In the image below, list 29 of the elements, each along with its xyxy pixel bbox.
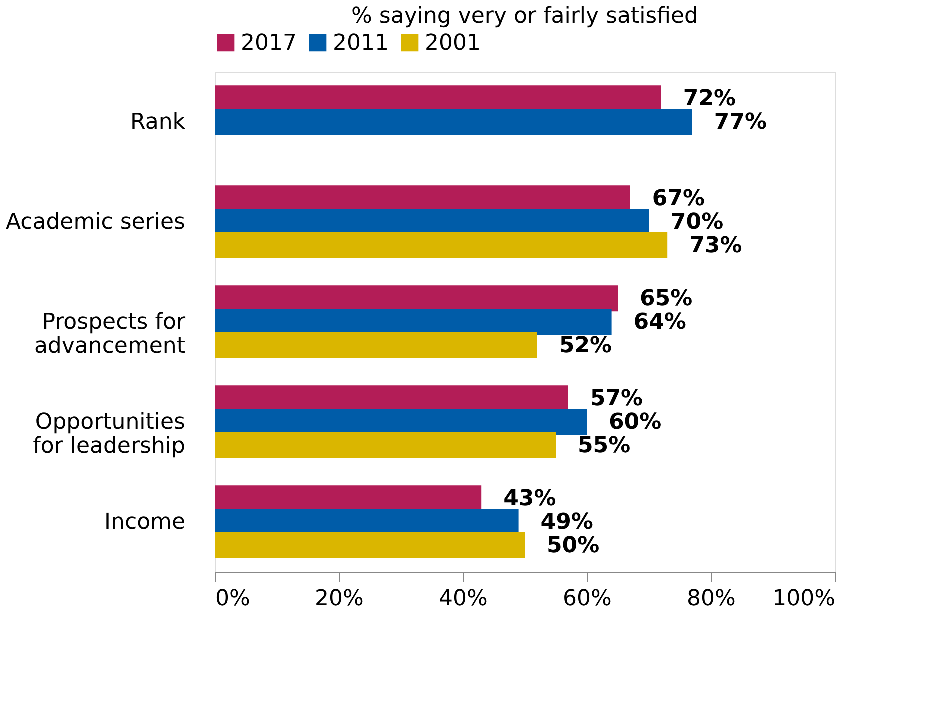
x-tick-label: 20%	[315, 586, 364, 612]
x-tick-label: 60%	[563, 586, 612, 612]
y-tick-label: Income	[104, 510, 186, 535]
data-label: 72%	[683, 86, 736, 112]
data-label: 77%	[714, 110, 768, 135]
chart-title: % saying very or fairly satisfied	[352, 4, 698, 29]
y-tick-label: Academic series	[6, 210, 186, 235]
legend-label: 2017	[241, 31, 297, 56]
x-tick-label: 100%	[772, 586, 836, 612]
data-label: 55%	[578, 433, 631, 458]
data-label: 64%	[634, 310, 686, 335]
data-label: 57%	[590, 386, 644, 412]
x-tick-label: 40%	[439, 586, 488, 612]
y-tick-label: Rank	[130, 110, 186, 135]
data-label: 60%	[609, 410, 662, 435]
y-tick-label: Opportunities for leadership	[33, 410, 186, 459]
data-label: 65%	[640, 286, 693, 312]
data-label: 52%	[559, 333, 612, 358]
data-label: 73%	[690, 233, 742, 258]
x-tick-label: 0%	[216, 586, 250, 612]
data-label: 67%	[652, 186, 706, 212]
data-label: 50%	[547, 533, 600, 558]
x-tick-label: 80%	[687, 586, 736, 612]
data-label: 49%	[540, 510, 594, 535]
data-label: 70%	[671, 210, 724, 235]
legend-label: 2001	[425, 31, 481, 56]
y-tick-label: Prospects for advancement	[34, 310, 186, 359]
data-label: 43%	[504, 486, 556, 512]
legend-label: 2011	[333, 31, 389, 56]
